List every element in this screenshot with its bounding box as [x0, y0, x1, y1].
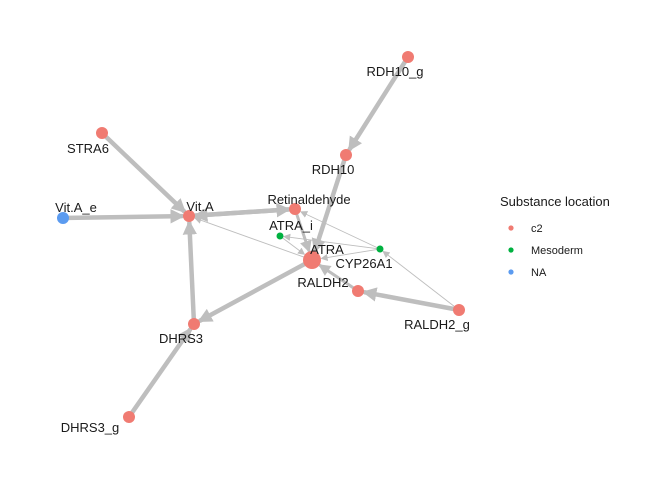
node-atra-i[interactable] [276, 232, 284, 240]
edges-layer [66, 59, 456, 415]
legend-label: NA [531, 267, 547, 279]
edge-vit-a-e-to-vit-a [66, 209, 185, 224]
legend-label: Mesoderm [531, 245, 583, 257]
edge-dhrs3-to-vit-a [182, 220, 198, 321]
legend-swatch [508, 269, 514, 275]
labels-layer: RDH10_g RDH10 STRA6 Vit.A_e Vit.A Retinaldehy… [55, 64, 470, 435]
node-label-dhrs3-g: DHRS3_g [61, 420, 120, 435]
node-label-rdh10: RDH10 [312, 162, 355, 177]
legend-title: Substance location [500, 194, 610, 209]
edge-stra6-to-vit-a [104, 134, 187, 214]
node-raldh2-g[interactable] [453, 304, 465, 316]
node-rdh10-g[interactable] [402, 51, 414, 63]
node-label-atra: ATRA [310, 242, 344, 257]
edge-raldh2-g-to-raldh2 [362, 287, 456, 312]
edge-cyp26a1-to-retinaldehyde [300, 211, 378, 248]
legend-item-mesoderm: Mesoderm [508, 245, 583, 257]
edge-cyp26a1-to-atra-i [283, 233, 377, 249]
node-label-raldh2: RALDH2 [297, 275, 348, 290]
legend-item-na: NA [508, 267, 547, 279]
edge-retinaldehyde-to-atra [295, 213, 312, 253]
node-stra6[interactable] [96, 127, 108, 139]
legend: Substance location c2 Mesoderm NA [500, 194, 610, 279]
node-label-stra6: STRA6 [67, 141, 109, 156]
node-cyp26a1[interactable] [376, 245, 384, 253]
node-label-retinaldehyde: Retinaldehyde [267, 192, 350, 207]
node-label-dhrs3: DHRS3 [159, 331, 203, 346]
legend-item-c2: c2 [508, 223, 543, 235]
legend-swatch [508, 247, 514, 253]
edge-rdh10-to-atra [311, 158, 347, 254]
node-retinaldehyde[interactable] [289, 203, 301, 215]
node-label-atra-i: ATRA_i [269, 218, 313, 233]
legend-items: c2 Mesoderm NA [508, 223, 583, 279]
edge-raldh2-g-to-cyp26a1 [382, 250, 455, 307]
node-label-cyp26a1: CYP26A1 [335, 256, 392, 271]
edge-rdh10-g-to-rdh10 [347, 59, 408, 152]
legend-label: c2 [531, 223, 543, 235]
edge-raldh2-to-atra [318, 264, 355, 290]
edge-atra-to-vit-a [194, 216, 304, 258]
node-dhrs3-g[interactable] [123, 411, 135, 423]
node-raldh2[interactable] [352, 285, 364, 297]
node-atra[interactable] [303, 251, 321, 269]
edge-retinaldehyde-to-vit-a [193, 207, 292, 222]
node-label-vit-a-e: Vit.A_e [55, 200, 97, 215]
node-label-rdh10-g: RDH10_g [366, 64, 423, 79]
node-rdh10[interactable] [340, 149, 352, 161]
nodes-layer [57, 51, 465, 423]
node-label-vit-a: Vit.A [186, 199, 214, 214]
edge-atra-to-dhrs3 [197, 262, 307, 323]
node-label-raldh2-g: RALDH2_g [404, 317, 470, 332]
edge-cyp26a1-to-atra [320, 249, 377, 262]
node-vit-a[interactable] [183, 210, 195, 222]
node-dhrs3[interactable] [188, 318, 200, 330]
edge-atra-i-to-atra [282, 237, 306, 255]
edge-dhrs3-g-to-dhrs3 [130, 327, 193, 415]
node-vit-a-e[interactable] [57, 212, 69, 224]
legend-swatch [508, 225, 514, 231]
